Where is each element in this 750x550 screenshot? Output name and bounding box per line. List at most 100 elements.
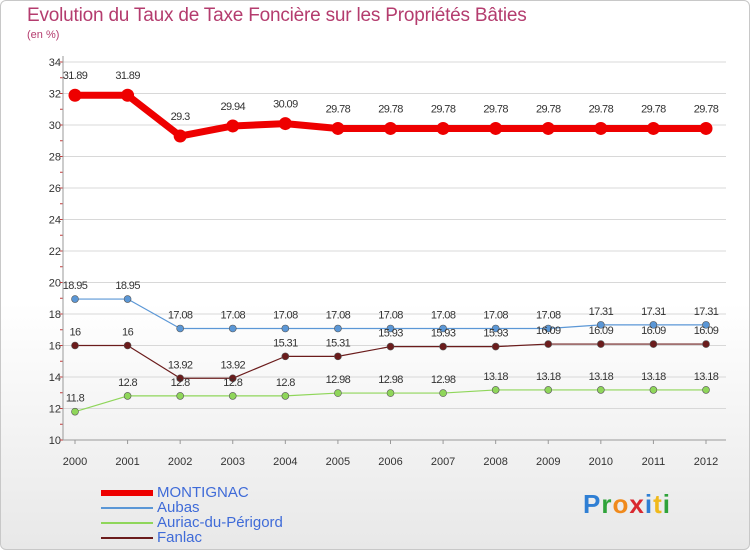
data-label-aubas: 18.95 (63, 280, 88, 292)
data-point-fanlac (386, 342, 395, 351)
data-label-montignac: 29.78 (641, 103, 666, 115)
data-label-montignac: 29.78 (378, 103, 403, 115)
legend-swatch-aubas (101, 507, 153, 509)
data-label-aubas: 17.08 (536, 309, 561, 321)
data-label-aubas: 17.31 (589, 306, 614, 318)
data-label-aubas: 17.31 (641, 306, 666, 318)
y-tick-label: 22 (49, 246, 61, 258)
data-label-fanlac: 16.09 (694, 325, 719, 337)
data-label-montignac: 29.78 (694, 103, 719, 115)
data-point-fanlac (439, 342, 447, 351)
x-tick-label: 2000 (63, 456, 87, 468)
x-tick-label: 2004 (273, 456, 297, 468)
data-point-fanlac (649, 340, 658, 348)
data-point-montignac (226, 119, 240, 133)
data-point-auriac-du-perigord (439, 389, 447, 397)
data-point-aubas (491, 324, 500, 333)
y-tick-label: 34 (49, 57, 61, 69)
data-label-aubas: 17.08 (273, 309, 298, 321)
legend-label-aubas: Aubas (157, 499, 200, 516)
data-point-aubas (597, 321, 605, 329)
data-point-montignac (384, 121, 397, 135)
data-label-montignac: 29.78 (326, 103, 351, 115)
data-point-fanlac (71, 341, 79, 350)
legend: MONTIGNAC Aubas Auriac-du-Périgord Fanla… (101, 484, 401, 546)
data-label-montignac: 29.78 (431, 103, 456, 115)
x-tick-label: 2009 (536, 456, 560, 468)
legend-label-auriac: Auriac-du-Périgord (157, 514, 283, 531)
data-point-auriac-du-perigord (334, 389, 342, 397)
legend-swatch-fanlac (101, 537, 153, 539)
data-point-fanlac (491, 342, 500, 351)
data-point-montignac (594, 121, 608, 135)
x-tick-label: 2003 (221, 456, 245, 468)
legend-item-fanlac: Fanlac (101, 529, 401, 546)
data-label-fanlac: 16.09 (641, 325, 666, 337)
data-label-aubas: 17.08 (483, 309, 508, 321)
data-label-auriac-du-perigord: 12.8 (223, 377, 242, 389)
data-label-fanlac: 15.31 (273, 337, 298, 349)
logo-letter-i-2: i (662, 489, 671, 519)
data-label-montignac: 31.89 (63, 70, 88, 82)
data-label-aubas: 17.08 (378, 309, 403, 321)
data-label-fanlac: 16.09 (536, 325, 561, 337)
logo-letter-i: i (644, 489, 654, 519)
data-point-montignac (699, 121, 713, 135)
data-point-montignac (541, 121, 555, 135)
data-point-auriac-du-perigord (544, 386, 553, 394)
data-point-aubas (176, 324, 184, 333)
data-point-montignac (489, 121, 503, 135)
data-point-montignac (173, 129, 187, 143)
proxiti-logo: Proxiti (583, 489, 671, 520)
y-tick-label: 20 (49, 278, 61, 290)
data-point-montignac (278, 117, 292, 131)
data-point-auriac-du-perigord (702, 386, 710, 394)
legend-label-montignac: MONTIGNAC (157, 484, 249, 501)
data-label-aubas: 17.31 (694, 306, 719, 318)
data-point-auriac-du-perigord (649, 386, 658, 394)
data-label-fanlac: 16 (122, 327, 134, 339)
data-point-auriac-du-perigord (176, 392, 184, 400)
data-label-montignac: 29.3 (171, 111, 190, 123)
y-tick-label: 32 (49, 89, 61, 101)
logo-letter-p: P (583, 489, 602, 519)
data-point-montignac (436, 121, 450, 135)
data-label-auriac-du-perigord: 12.8 (171, 377, 190, 389)
data-point-auriac-du-perigord (597, 386, 605, 394)
data-point-auriac-du-perigord (491, 386, 500, 394)
data-label-aubas: 17.08 (326, 309, 351, 321)
data-label-auriac-du-perigord: 13.18 (536, 371, 561, 383)
x-tick-label: 2012 (694, 456, 718, 468)
chart-subtitle: (en %) (27, 29, 60, 41)
data-point-aubas (71, 295, 79, 303)
data-label-auriac-du-perigord: 11.8 (66, 393, 85, 405)
data-label-fanlac: 16.09 (589, 325, 614, 337)
legend-swatch-auriac (101, 522, 153, 524)
data-label-auriac-du-perigord: 12.98 (431, 374, 456, 386)
legend-item-aubas: Aubas (101, 499, 401, 516)
y-tick-label: 14 (49, 372, 61, 384)
data-point-auriac-du-perigord (386, 389, 395, 397)
data-label-fanlac: 16 (69, 327, 81, 339)
legend-item-auriac: Auriac-du-Périgord (101, 514, 401, 531)
logo-letter-o: o (612, 489, 630, 519)
data-point-aubas (228, 324, 237, 333)
logo-letter-x: x (629, 489, 645, 519)
y-tick-label: 24 (49, 215, 61, 227)
data-point-aubas (439, 324, 447, 333)
data-point-aubas (702, 321, 710, 329)
data-point-fanlac (334, 352, 342, 361)
data-point-fanlac (702, 340, 710, 348)
data-label-fanlac: 15.93 (483, 328, 508, 340)
data-point-aubas (649, 321, 658, 329)
data-label-fanlac: 15.31 (326, 337, 351, 349)
data-point-montignac (331, 121, 345, 135)
data-label-montignac: 29.78 (536, 103, 561, 115)
chart-title: Evolution du Taux de Taxe Foncière sur l… (27, 5, 527, 26)
data-point-aubas (544, 324, 553, 333)
data-label-fanlac: 15.93 (431, 328, 456, 340)
data-label-montignac: 30.09 (273, 99, 298, 111)
data-point-aubas (281, 324, 290, 333)
